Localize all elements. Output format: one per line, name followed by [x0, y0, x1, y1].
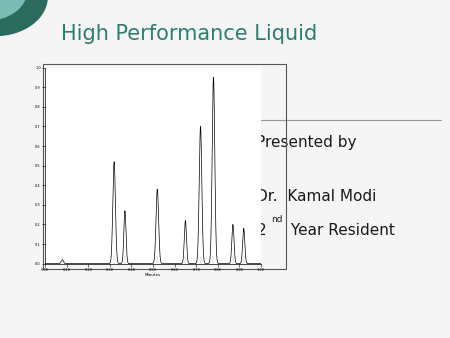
Text: Chromatography: Chromatography — [61, 69, 237, 89]
Text: 2: 2 — [256, 223, 266, 238]
Text: Year Resident: Year Resident — [286, 223, 395, 238]
Text: High Performance Liquid: High Performance Liquid — [61, 24, 317, 44]
Circle shape — [0, 0, 27, 20]
Text: Dr.  Kamal Modi: Dr. Kamal Modi — [256, 189, 377, 204]
Text: Presented by: Presented by — [256, 135, 357, 150]
Text: nd: nd — [271, 215, 283, 224]
Circle shape — [0, 0, 47, 35]
X-axis label: Minutes: Minutes — [145, 273, 161, 277]
